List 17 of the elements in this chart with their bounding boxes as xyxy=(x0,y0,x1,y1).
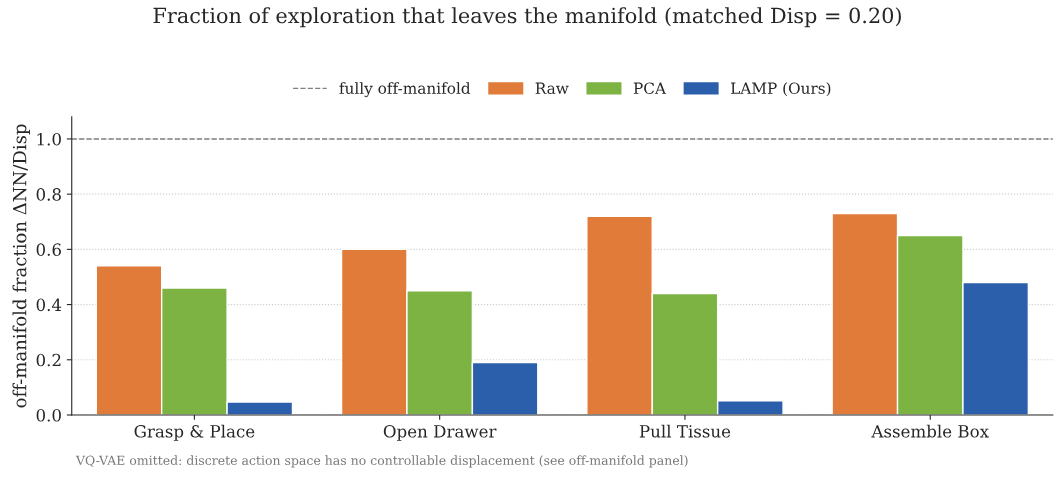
x-tick-label: Open Drawer xyxy=(383,425,497,441)
y-tick-label: 1.0 xyxy=(37,132,61,146)
x-tick-label: Grasp & Place xyxy=(134,424,255,441)
x-tick-label: Pull Tissue xyxy=(639,424,731,438)
y-tick-label: 0.4 xyxy=(36,298,62,312)
chart-title: Fraction of exploration that leaves the manifold (matched Disp = 0.20) xyxy=(153,7,901,28)
y-tick-label: 0.0 xyxy=(36,408,61,422)
y-tick-label: 0.6 xyxy=(36,243,61,256)
x-tick-label: Assemble Box xyxy=(871,424,989,438)
y-tick-label: 0.8 xyxy=(36,188,61,201)
legend-label: PCA xyxy=(633,82,667,94)
text: VQ-VAE omitted: discrete action space has no controllable displacement (see off-manifold panel) xyxy=(75,455,688,468)
y-tick-label: 0.2 xyxy=(36,353,61,367)
legend-label: fully off-manifold xyxy=(339,82,471,98)
y-axis-title: off-manifold fraction ΔNN/Disp xyxy=(12,124,30,408)
legend-label: LAMP (Ours) xyxy=(731,82,831,97)
legend-label: Raw xyxy=(535,82,569,94)
